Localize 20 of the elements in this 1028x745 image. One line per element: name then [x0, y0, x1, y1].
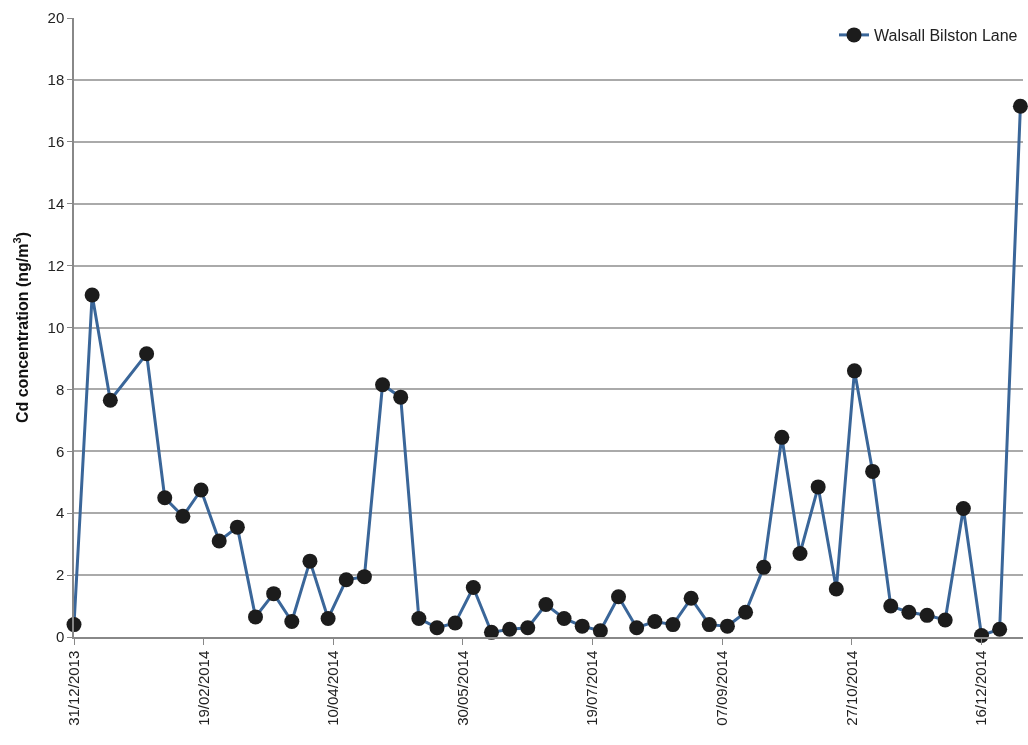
x-tick-label: 10/04/2014	[324, 650, 342, 726]
x-tick-label: 27/10/2014	[842, 650, 860, 726]
y-tick-label: 10	[47, 318, 65, 336]
y-tick-label: 8	[55, 380, 65, 398]
y-tick-label: 18	[47, 71, 65, 89]
x-tick-label: 16/12/2014	[972, 650, 990, 726]
y-tick-label: 12	[47, 256, 65, 274]
x-tick-label: 31/12/2013	[64, 650, 82, 726]
x-tick-label: 19/02/2014	[194, 650, 212, 726]
y-tick-label: 20	[47, 9, 65, 27]
y-tick-label: 14	[47, 194, 65, 212]
x-tick-label: 19/07/2014	[583, 650, 601, 726]
y-tick-label: 16	[47, 133, 65, 151]
legend-label: Walsall Bilston Lane	[874, 27, 1018, 45]
x-tick-label: 07/09/2014	[713, 650, 731, 726]
y-tick-label: 4	[55, 504, 65, 522]
y-tick-label: 6	[55, 442, 65, 460]
y-tick-label: 2	[55, 566, 65, 584]
x-tick-label: 30/05/2014	[453, 650, 471, 726]
y-tick-label: 0	[55, 628, 65, 646]
